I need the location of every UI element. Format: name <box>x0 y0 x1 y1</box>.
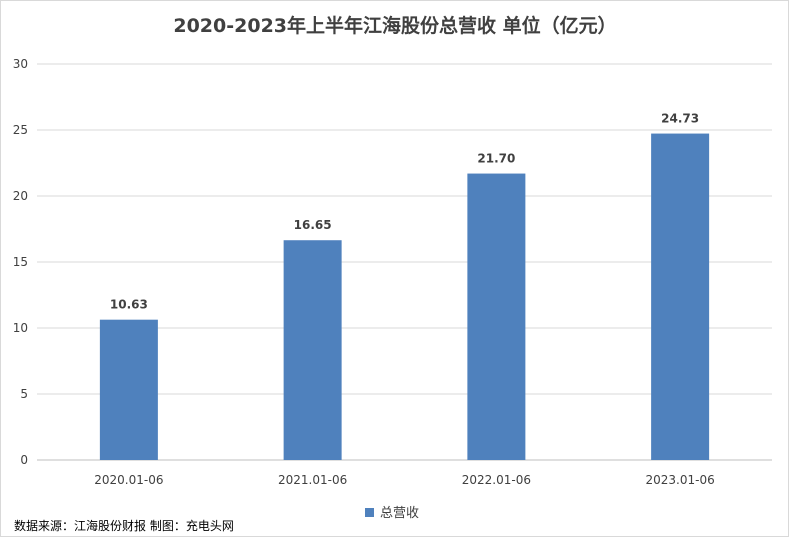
data-label: 21.70 <box>477 152 515 166</box>
y-axis-ticks: 0 5 10 15 20 25 30 <box>13 57 28 467</box>
y-tick-label: 25 <box>13 123 28 137</box>
x-axis-categories: 2020.01-06 2021.01-06 2022.01-06 2023.01-06 <box>94 473 714 487</box>
y-tick-label: 5 <box>20 387 28 401</box>
bar-2022.01-06 <box>467 173 526 460</box>
legend-label: 总营收 <box>380 506 419 521</box>
source-note: 数据来源：江海股份财报 制图：充电头网 <box>14 518 234 533</box>
y-tick-label: 30 <box>13 57 28 71</box>
x-tick-label: 2023.01-06 <box>646 473 715 487</box>
data-label: 16.65 <box>294 218 332 232</box>
x-tick-label: 2020.01-06 <box>94 473 163 487</box>
legend: 总营收 <box>365 506 419 521</box>
bars <box>99 133 710 460</box>
data-label: 10.63 <box>110 298 148 312</box>
bar-2023.01-06 <box>651 133 710 460</box>
data-labels: 10.63 16.65 21.70 24.73 <box>110 112 699 312</box>
y-tick-label: 10 <box>13 321 28 335</box>
data-label: 24.73 <box>661 112 699 126</box>
chart-title: 2020-2023年上半年江海股份总营收 单位（亿元） <box>173 14 616 37</box>
x-tick-label: 2021.01-06 <box>278 473 347 487</box>
y-tick-label: 0 <box>20 453 28 467</box>
gridlines <box>37 63 772 461</box>
x-tick-label: 2022.01-06 <box>462 473 531 487</box>
bar-2021.01-06 <box>283 240 342 460</box>
y-tick-label: 15 <box>13 255 28 269</box>
bar-2020.01-06 <box>99 319 158 460</box>
legend-swatch <box>365 508 374 517</box>
y-tick-label: 20 <box>13 189 28 203</box>
